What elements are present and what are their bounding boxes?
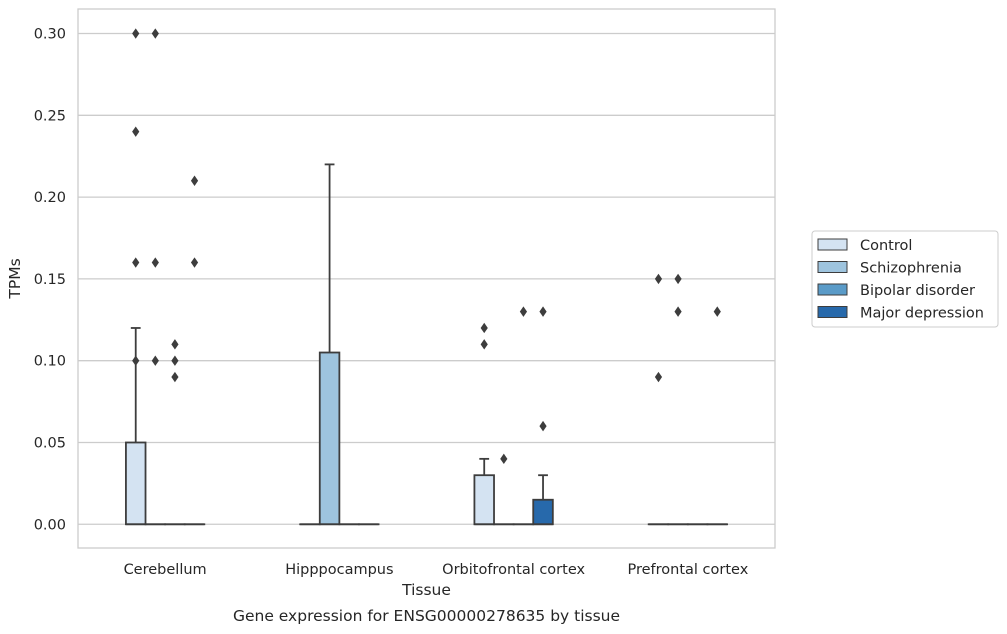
legend-item: Control [817,238,912,254]
box-body [318,351,341,526]
y-tick-label: 0.15 [34,272,66,288]
y-tick-label: 0.05 [34,435,66,451]
y-axis-ticks: 0.00 0.05 0.10 0.15 0.20 0.25 0.30 [34,27,66,534]
legend-swatch [817,238,848,251]
outlier-point [171,339,179,350]
legend-swatch [817,261,848,273]
outlier-point [132,126,140,137]
outlier-point [654,273,663,285]
outlier-point [171,355,179,366]
outlier-point [539,420,547,432]
box [473,457,495,526]
legend-label: Control [860,238,912,254]
outlier-point [674,306,682,317]
outlier-point [480,339,488,350]
legend-item: Major depression [817,306,984,322]
legend-swatch [817,306,848,318]
legend: Control Schizophrenia Bipolar disorder Majo… [811,230,999,328]
x-axis-label: Tissue [401,581,451,599]
box [318,163,341,526]
outlier-point [713,306,721,317]
outlier-point [132,28,140,39]
y-tick-label: 0.25 [34,108,66,124]
x-tick-label: Cerebellum [124,562,207,578]
outlier-point [132,355,140,366]
legend-swatch [817,283,848,296]
grid-lines [78,32,775,525]
outlier-point [674,273,682,285]
box-body [125,441,147,526]
x-axis-ticks: Cerebellum Hipppocampus Orbitofrontal cort… [124,562,749,578]
x-tick-label: Prefrontal cortex [627,562,748,578]
outlier-point [539,306,547,317]
plot-area-frame [77,8,776,549]
outlier-point [132,257,140,268]
outlier-point [654,371,663,383]
legend-item: Schizophrenia [817,261,962,277]
chart-caption: Gene expression for ENSG00000278635 by t… [233,607,620,625]
box-body [532,498,554,526]
legend-frame [811,230,999,328]
outlier-point [151,355,159,366]
box [125,327,147,526]
y-tick-label: 0.10 [34,354,66,370]
outlier-point [171,371,179,383]
y-tick-label: 0.30 [34,27,66,43]
outlier-point [480,322,488,334]
legend-label: Major depression [860,306,984,322]
legend-label: Bipolar disorder [860,283,975,299]
x-tick-label: Hipppocampus [285,562,393,578]
outlier-point [190,257,199,268]
y-tick-label: 0.00 [34,517,66,533]
y-tick-label: 0.20 [34,190,66,206]
outlier-point [151,28,159,39]
legend-label: Schizophrenia [860,261,962,277]
box-body [473,474,495,526]
legend-item: Bipolar disorder [817,283,975,299]
box [532,474,554,526]
outliers-layer [132,28,721,465]
outlier-point [519,306,528,317]
y-axis-label: TPMs [6,258,24,299]
x-tick-label: Orbitofrontal cortex [442,562,585,578]
boxes-layer [125,163,728,526]
outlier-point [500,453,508,465]
outlier-point [151,257,159,268]
outlier-point [190,175,199,186]
